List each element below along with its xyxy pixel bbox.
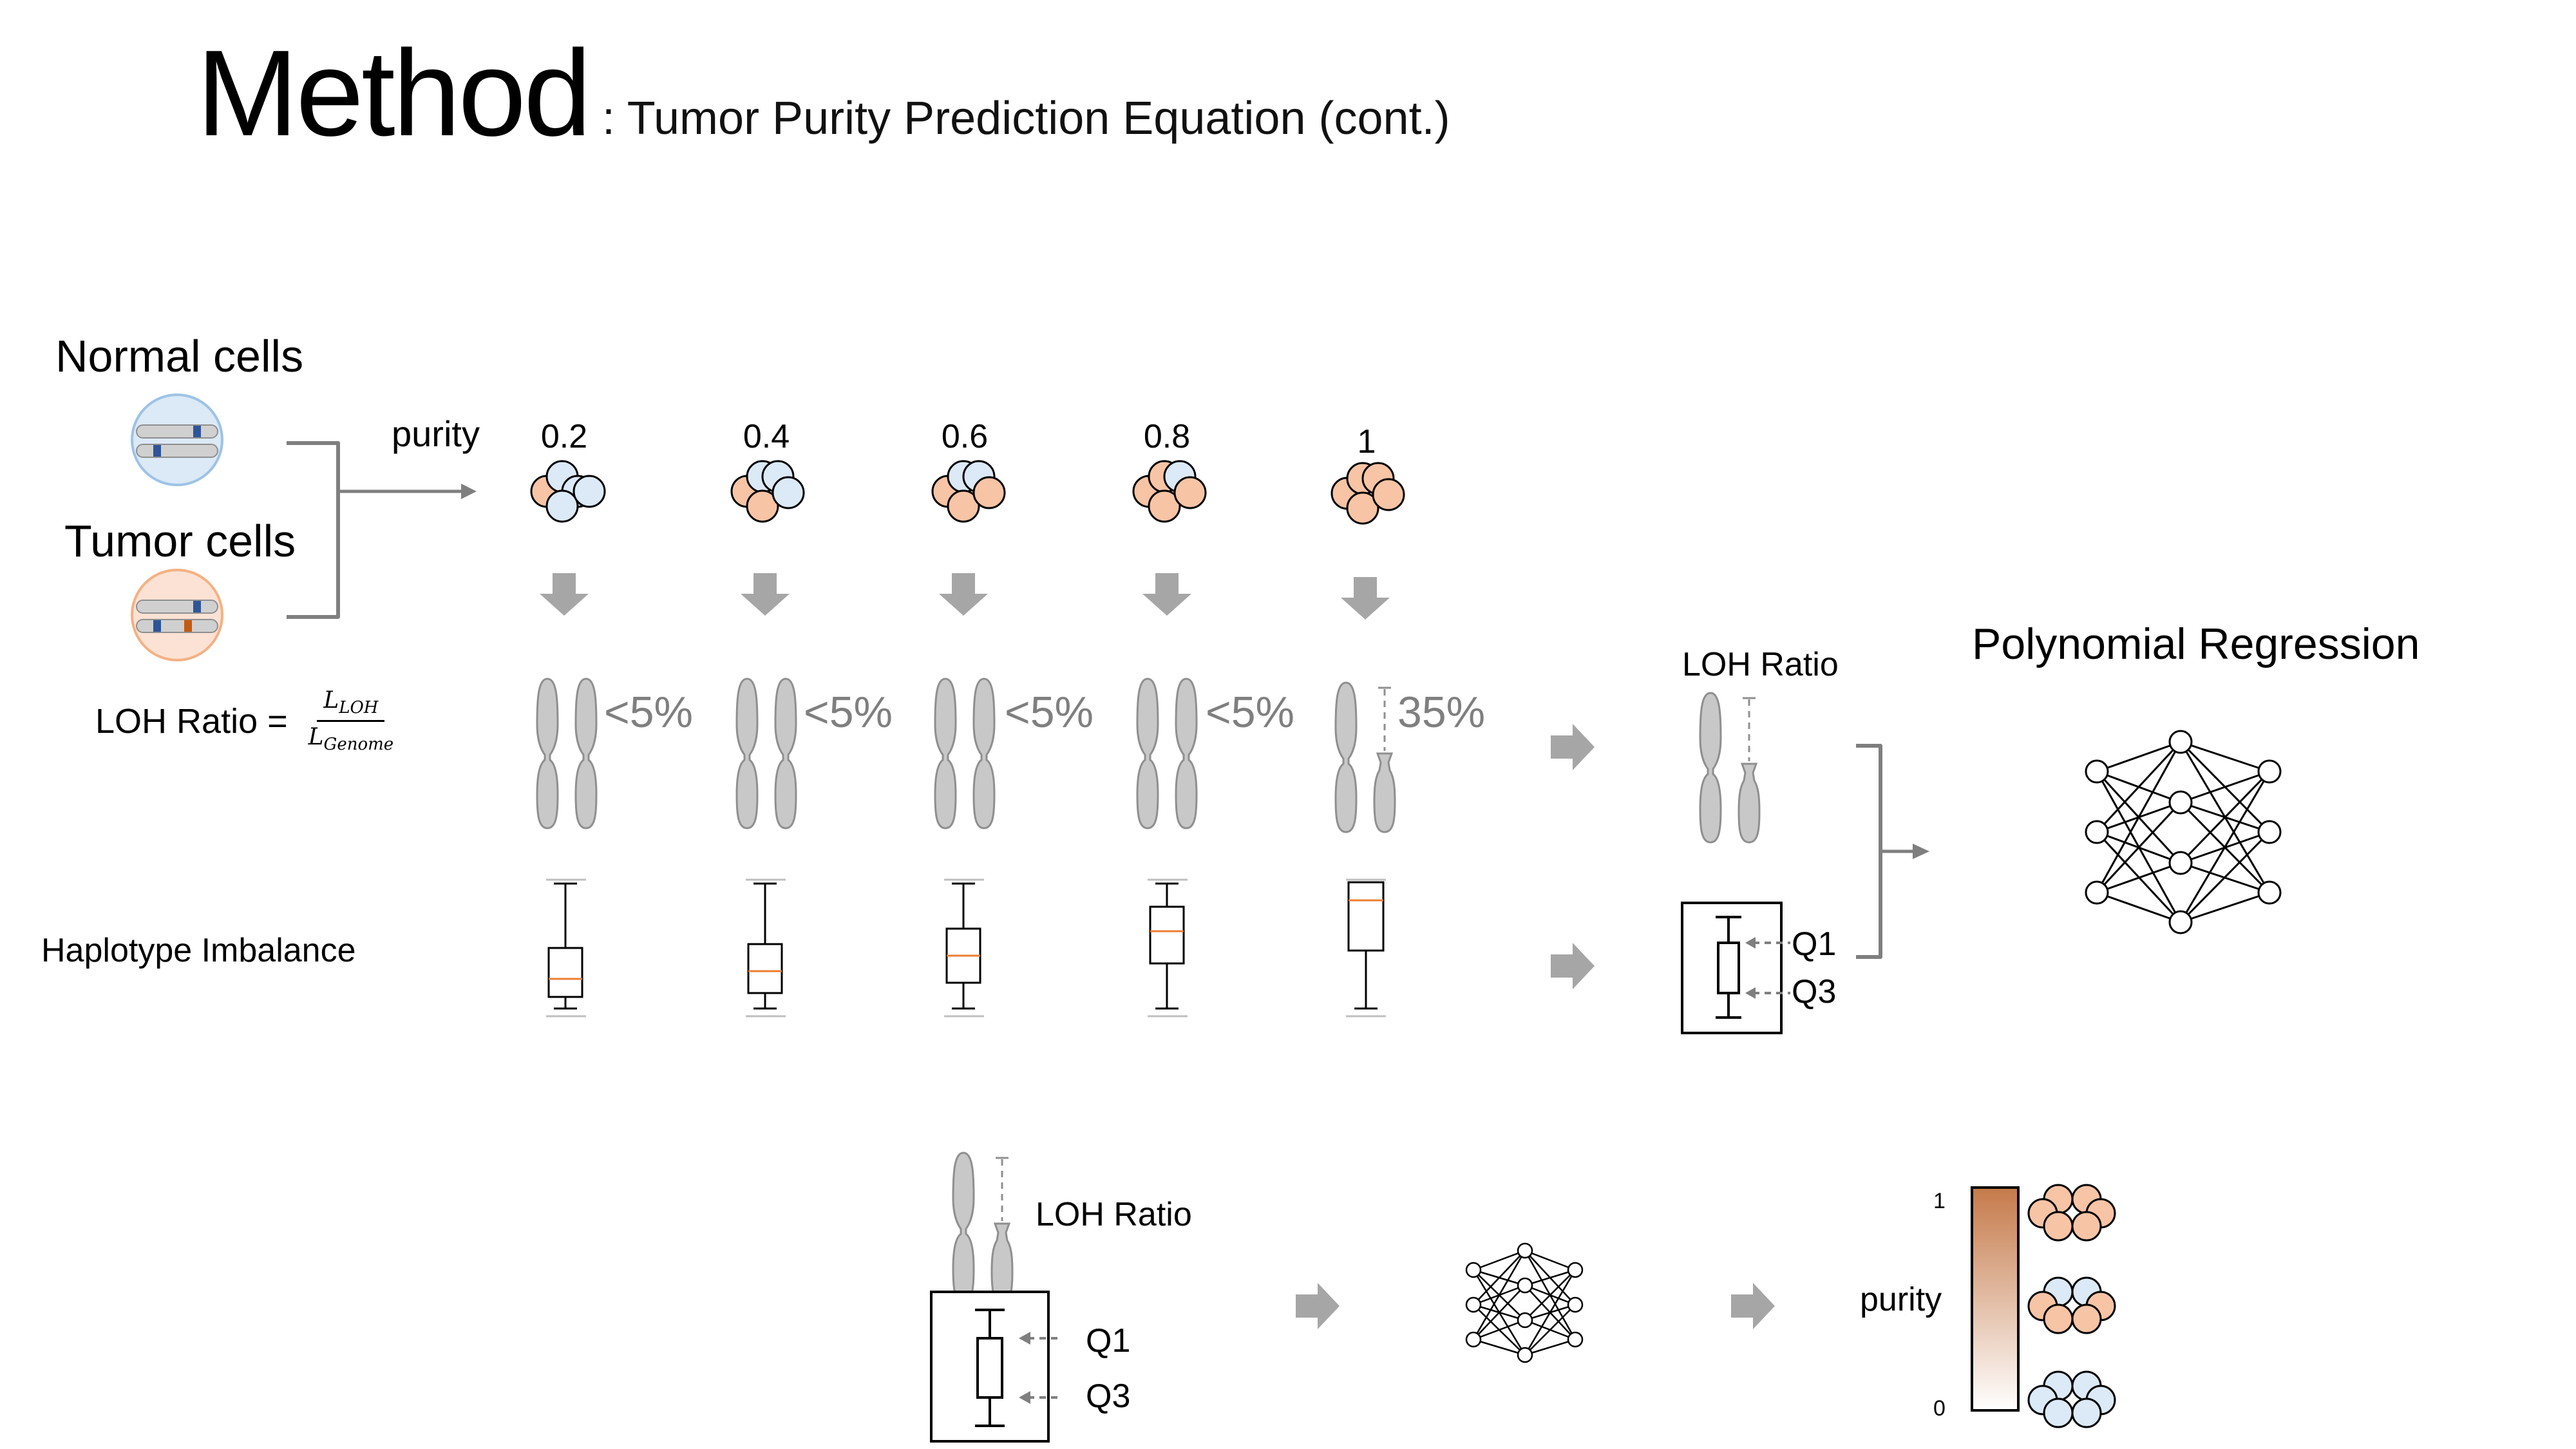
loh-value: <5%	[1206, 688, 1294, 737]
right-arrow-icon	[1551, 943, 1595, 989]
formula-denominator: LGenome	[308, 724, 394, 755]
model-title: Polynomial Regression	[1972, 620, 2420, 668]
loh-value: <5%	[1005, 688, 1094, 737]
purity-scale-max: 1	[1933, 1189, 1946, 1213]
chromosome-loh-icon	[1334, 681, 1396, 833]
box-plot-icon	[944, 878, 984, 1018]
down-arrow-icon	[1341, 577, 1390, 620]
cell-mixture-icon	[1331, 462, 1405, 525]
formula-lhs: LOH Ratio =	[95, 701, 288, 741]
right-arrow-icon	[1731, 1283, 1775, 1329]
purity-scale-min: 0	[1933, 1396, 1946, 1421]
tumor-cell-icon	[131, 569, 223, 661]
chromosome-pair-icon	[934, 677, 996, 829]
purity-label: purity	[392, 413, 480, 454]
loh-value: <5%	[804, 688, 893, 737]
purity-value: 0.4	[743, 418, 790, 455]
features-loh-label: LOH Ratio	[1682, 646, 1839, 683]
down-arrow-icon	[741, 573, 790, 616]
down-arrow-icon	[540, 573, 589, 616]
tumor-cells-label: Tumor cells	[64, 516, 296, 566]
bottom-q3-label: Q3	[1086, 1378, 1131, 1415]
purity-value: 0.6	[941, 418, 989, 455]
features-q3-label: Q3	[1792, 973, 1837, 1010]
box-plot-icon	[1346, 878, 1386, 1018]
purity-value: 1	[1357, 423, 1376, 460]
cell-mixture-icon	[2027, 1184, 2116, 1242]
box-plot-icon	[1148, 878, 1188, 1018]
haplotype-imbalance-label: Haplotype Imbalance	[41, 932, 356, 969]
chromosome-loh-icon	[1699, 692, 1761, 844]
cell-mixture-icon	[2027, 1276, 2116, 1334]
cell-mixture-icon	[730, 460, 805, 523]
down-arrow-icon	[939, 573, 988, 616]
loh-value: <5%	[604, 688, 693, 737]
loh-ratio-formula: LOH Ratio = LLOH LGenome	[95, 689, 400, 753]
bottom-q1-label: Q1	[1086, 1322, 1131, 1359]
box-plot-icon	[546, 878, 586, 1018]
purity-value: 0.8	[1143, 418, 1191, 455]
right-arrow-icon	[1296, 1283, 1340, 1329]
chromosome-pair-icon	[536, 677, 598, 829]
neural-network-icon	[1465, 1242, 1584, 1363]
cell-mixture-icon	[1132, 460, 1207, 523]
slide-subtitle: : Tumor Purity Prediction Equation (cont…	[602, 93, 1450, 144]
feature-box-plot	[1681, 902, 1790, 1034]
formula-fraction: LLOH LGenome	[302, 689, 401, 753]
normal-cells-label: Normal cells	[55, 331, 304, 381]
cell-mixture-icon	[2027, 1370, 2116, 1428]
slide-title: Method	[196, 25, 592, 162]
chromosome-pair-icon	[735, 677, 797, 829]
chromosome-loh-icon	[952, 1151, 1014, 1303]
neural-network-icon	[2085, 730, 2282, 934]
bottom-box-plot	[930, 1291, 1061, 1443]
purity-scale-label: purity	[1860, 1281, 1942, 1318]
cell-mixture-icon	[931, 460, 1006, 523]
down-arrow-icon	[1142, 573, 1191, 616]
formula-numerator: LLOH	[317, 689, 385, 723]
right-arrow-icon	[1551, 724, 1595, 770]
bottom-loh-label: LOH Ratio	[1036, 1196, 1192, 1233]
purity-value: 0.2	[540, 418, 588, 455]
box-plot-icon	[746, 878, 786, 1018]
loh-value: 35%	[1397, 688, 1486, 737]
features-q1-label: Q1	[1792, 925, 1837, 963]
cell-mixture-icon	[530, 460, 606, 523]
normal-cell-icon	[131, 393, 223, 486]
chromosome-pair-icon	[1136, 677, 1198, 829]
purity-gradient-bar	[1971, 1186, 2020, 1412]
